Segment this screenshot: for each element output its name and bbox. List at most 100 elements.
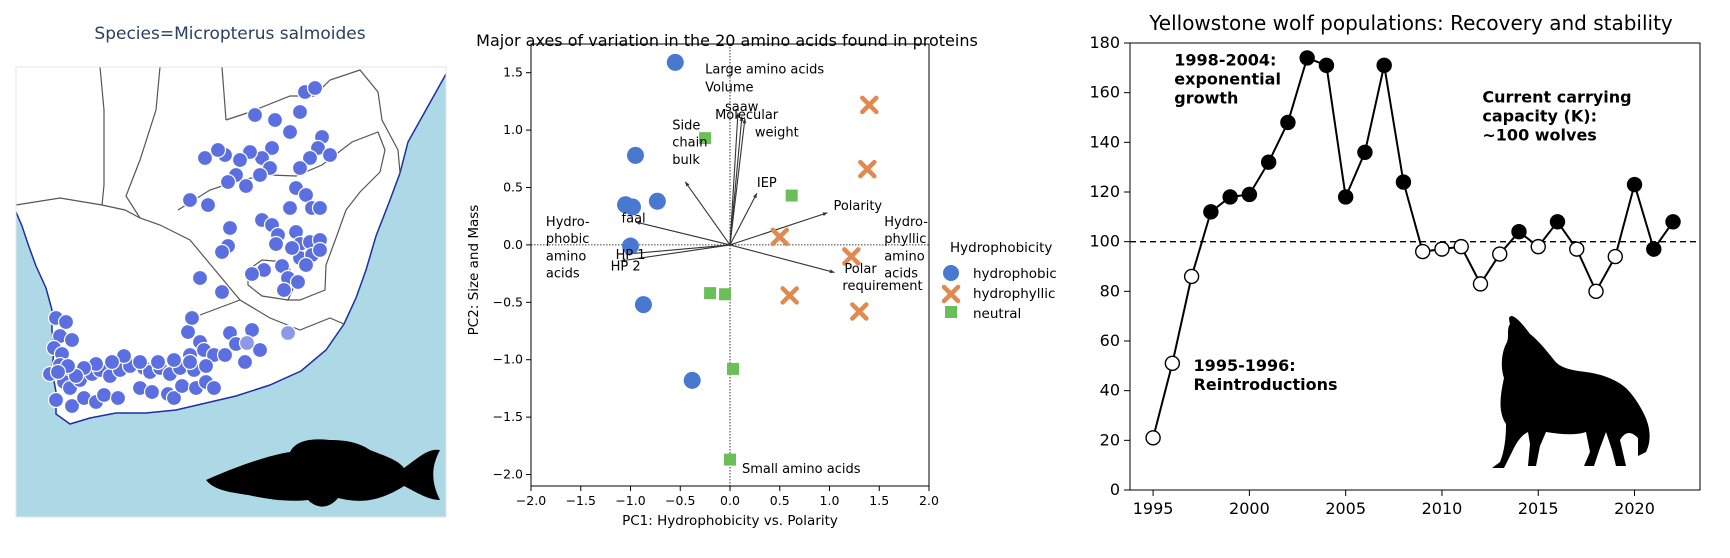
occurrence-marker xyxy=(263,139,281,157)
wolf-annotation: 1998-2004: xyxy=(1174,50,1276,69)
pca-xtick-label: −0.5 xyxy=(665,493,695,508)
occurrence-marker xyxy=(267,235,285,253)
loading-arrowhead xyxy=(620,258,626,263)
loading-arrow xyxy=(635,221,731,246)
wolf-annotation: ~100 wolves xyxy=(1482,126,1596,145)
wolf-xtick-label: 1995 xyxy=(1133,499,1174,518)
pca-ytick-label: −0.5 xyxy=(493,294,523,309)
pca-annotation: Hydro- xyxy=(884,215,928,230)
loading-arrowhead xyxy=(753,193,757,199)
wolf-point xyxy=(1203,204,1219,220)
pca-ylabel: PC2: Size and Mass xyxy=(466,205,482,336)
wolf-point xyxy=(1280,114,1296,131)
occurrence-marker xyxy=(306,79,324,97)
occurrence-marker xyxy=(281,123,299,141)
loading-arrowhead xyxy=(739,116,744,122)
occurrence-marker xyxy=(63,331,81,349)
wolf-xtick-label: 2000 xyxy=(1229,499,1270,518)
wolf-ytick-label: 40 xyxy=(1100,381,1120,400)
pca-legend: Hydrophobicity hydrophobic hydrophyllic … xyxy=(941,240,1057,322)
wolf-point xyxy=(1665,214,1681,230)
wolf-ytick-label: 160 xyxy=(1089,83,1120,102)
occurrence-marker xyxy=(63,397,81,415)
occurrence-marker xyxy=(165,351,183,369)
point-hydrophobic xyxy=(626,146,644,164)
pca-ytick-label: 0.0 xyxy=(503,237,523,252)
wolf-annotation: Reintroductions xyxy=(1194,375,1338,394)
legend-marker-hydrophobic xyxy=(943,265,959,281)
pca-annotation: Large amino acids xyxy=(705,62,824,77)
pca-ytick-label: −2.0 xyxy=(493,467,523,482)
occurrence-marker xyxy=(131,353,149,371)
wolf-point xyxy=(1145,430,1161,446)
loading-arrow xyxy=(729,118,746,245)
point-neutral xyxy=(724,453,736,466)
occurrence-marker xyxy=(281,199,299,217)
wolf-point xyxy=(1626,176,1643,193)
pca-plot-frame xyxy=(530,43,930,487)
occurrence-marker xyxy=(266,111,284,129)
wolf-plot-frame xyxy=(1129,42,1701,491)
pca-annotation: Polarity xyxy=(833,199,882,214)
wolf-point xyxy=(1395,174,1412,190)
occurrence-marker xyxy=(231,151,249,169)
point-hydrophyllic xyxy=(770,227,789,247)
pca-annotation: Hydro- xyxy=(546,215,590,230)
occurrence-marker xyxy=(181,353,199,371)
point-neutral xyxy=(726,362,739,375)
pca-annotation: Molecular xyxy=(715,108,779,123)
occurrence-marker xyxy=(109,389,127,407)
occurrence-marker xyxy=(143,383,161,401)
wolf-series-line xyxy=(1152,56,1674,439)
pca-xtick-label: 2.0 xyxy=(919,493,939,508)
wolf-point xyxy=(1183,268,1200,285)
pca-annotation: chain xyxy=(672,136,707,151)
point-neutral xyxy=(719,288,732,301)
occurrence-markers xyxy=(41,79,339,415)
wolf-point xyxy=(1607,248,1623,265)
occurrence-marker xyxy=(213,243,231,261)
wolf-annotation: exponential xyxy=(1174,69,1281,88)
wolf-annotation: Current carrying xyxy=(1482,88,1631,107)
wolf-point xyxy=(1222,189,1238,205)
point-neutral xyxy=(785,189,798,202)
wolf-annotation: capacity (K): xyxy=(1482,107,1597,126)
species-map: Species=Micropterus salmoides xyxy=(15,24,447,518)
legend-title: Hydrophobicity xyxy=(950,240,1052,256)
wolf-xtick-label: 2015 xyxy=(1518,499,1559,518)
point-hydrophyllic xyxy=(860,95,879,115)
occurrence-marker xyxy=(49,363,67,381)
occurrence-marker xyxy=(291,103,309,121)
wolf-point xyxy=(1492,246,1508,262)
occurrence-marker xyxy=(243,265,261,283)
pca-annotation: requirement xyxy=(842,279,922,294)
pca-ytick-label: 1.0 xyxy=(503,122,523,137)
wolf-ytick-label: 140 xyxy=(1089,132,1120,151)
occurrence-marker xyxy=(149,353,167,371)
occurrence-marker xyxy=(297,186,315,204)
occurrence-marker xyxy=(311,199,329,217)
loading-arrow xyxy=(729,212,828,246)
loading-arrowhead xyxy=(635,221,641,225)
occurrence-marker xyxy=(179,323,197,341)
loading-arrow xyxy=(729,192,758,246)
occurrence-marker xyxy=(236,353,254,371)
occurrence-marker xyxy=(199,196,217,214)
wolf-annotation: growth xyxy=(1174,88,1238,107)
occurrence-marker xyxy=(246,106,264,124)
pca-annotation: amino xyxy=(546,249,586,264)
point-hydrophobic xyxy=(634,296,652,314)
loading-arrow xyxy=(729,112,739,245)
pca-annotation: Small amino acids xyxy=(742,462,861,477)
map-internal-borders xyxy=(15,66,401,331)
pca-annotation: weight xyxy=(755,125,799,140)
pca-annotation: faal xyxy=(622,212,646,227)
point-hydrophobic xyxy=(623,198,641,216)
legend-marker-neutral xyxy=(945,306,957,318)
occurrence-marker xyxy=(238,334,256,352)
occurrence-marker xyxy=(216,346,234,364)
wolf-point xyxy=(1453,238,1469,255)
wolf-point xyxy=(1588,283,1604,300)
occurrence-marker xyxy=(173,377,191,395)
occurrence-marker xyxy=(221,219,239,237)
